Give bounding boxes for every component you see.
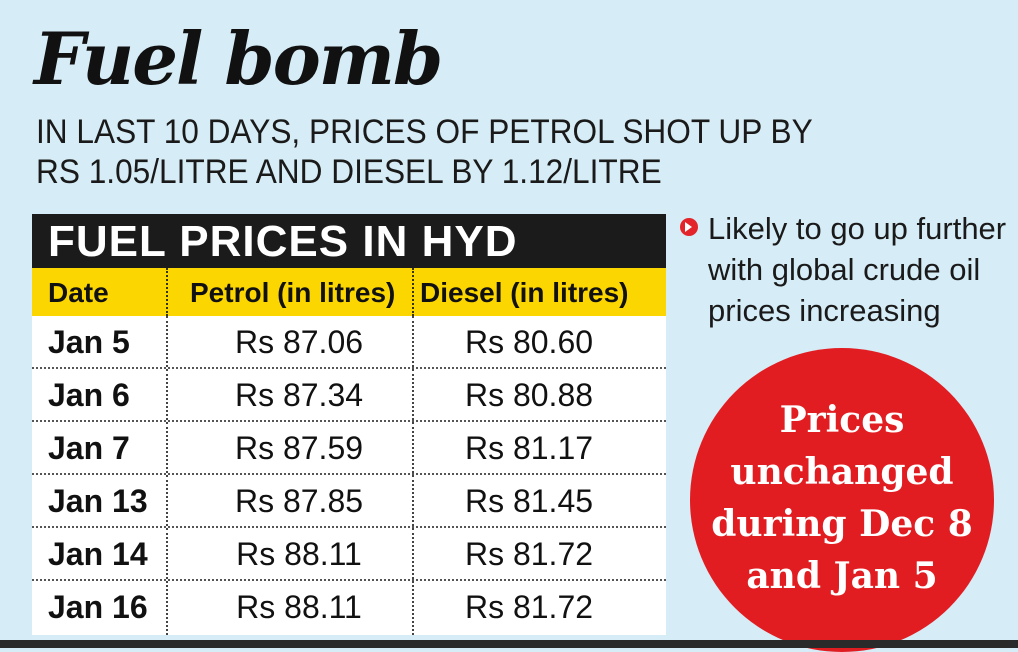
column-divider [412,369,414,420]
header-divider [412,268,414,316]
column-divider [412,316,414,367]
table-title: FUEL PRICES IN HYD [32,214,666,268]
cell-date: Jan 14 [48,536,148,572]
subheadline: IN LAST 10 DAYS, PRICES OF PETROL SHOT U… [36,112,873,192]
subheadline-line-1: IN LAST 10 DAYS, PRICES OF PETROL SHOT U… [36,113,813,151]
cell-petrol: Rs 88.11 [236,589,362,625]
column-divider [412,422,414,473]
cell-diesel: Rs 80.60 [464,324,594,360]
column-divider [166,369,168,420]
top-border [0,0,1018,8]
callout-line-1: Prices [779,399,905,441]
column-divider [166,422,168,473]
cell-date: Jan 7 [48,430,130,466]
cell-petrol: Rs 87.06 [234,324,364,360]
callout-line-2: unchanged [730,451,954,493]
table-header: Date Petrol (in litres) Diesel (in litre… [32,268,666,316]
side-note-text: Likely to go up further with global crud… [708,208,1018,331]
cell-petrol: Rs 87.59 [234,430,364,466]
bullet-arrow-icon [680,218,698,236]
subheadline-line-2: RS 1.05/LITRE AND DIESEL BY 1.12/LITRE [36,153,662,191]
table-row: Jan 13 Rs 87.85 Rs 81.45 [32,475,666,528]
callout-line-4: and Jan 5 [746,555,938,597]
column-divider [412,475,414,526]
table-row: Jan 14 Rs 88.11 Rs 81.72 [32,528,666,581]
column-divider [166,581,168,635]
column-divider [412,528,414,579]
side-note-line-3: prices increasing [708,293,941,328]
header-divider [166,268,168,316]
side-note-line-2: with global crude oil [708,252,981,287]
column-header-diesel: Diesel (in litres) [420,277,629,308]
column-divider [166,475,168,526]
table-row: Jan 6 Rs 87.34 Rs 80.88 [32,369,666,422]
table-body: Jan 5 Rs 87.06 Rs 80.60 Jan 6 Rs 87.34 R… [32,316,666,635]
cell-diesel: Rs 81.72 [464,589,594,625]
column-divider [166,316,168,367]
cell-diesel: Rs 81.17 [464,430,594,466]
cell-date: Jan 5 [48,324,130,360]
column-divider [166,528,168,579]
table-row: Jan 16 Rs 88.11 Rs 81.72 [32,581,666,635]
cell-diesel: Rs 81.72 [464,536,594,572]
cell-date: Jan 6 [48,377,130,413]
cell-diesel: Rs 80.88 [464,377,594,413]
callout-line-3: during Dec 8 [711,503,973,545]
column-header-date: Date [48,277,109,308]
callout-circle: Prices unchanged during Dec 8 and Jan 5 [690,348,994,652]
cell-diesel: Rs 81.45 [464,483,594,519]
cell-petrol: Rs 88.11 [236,536,362,572]
headline: Fuel bomb [34,16,443,101]
side-note-line-1: Likely to go up further [708,211,1007,246]
column-header-petrol: Petrol (in litres) [190,277,396,308]
table-row: Jan 5 Rs 87.06 Rs 80.60 [32,316,666,369]
callout-text: Prices unchanged during Dec 8 and Jan 5 [690,394,994,602]
cell-petrol: Rs 87.34 [234,377,364,413]
cell-petrol: Rs 87.85 [234,483,364,519]
bottom-border [0,640,1018,648]
cell-date: Jan 13 [48,483,148,519]
table-row: Jan 7 Rs 87.59 Rs 81.17 [32,422,666,475]
column-divider [412,581,414,635]
cell-date: Jan 16 [48,589,148,625]
